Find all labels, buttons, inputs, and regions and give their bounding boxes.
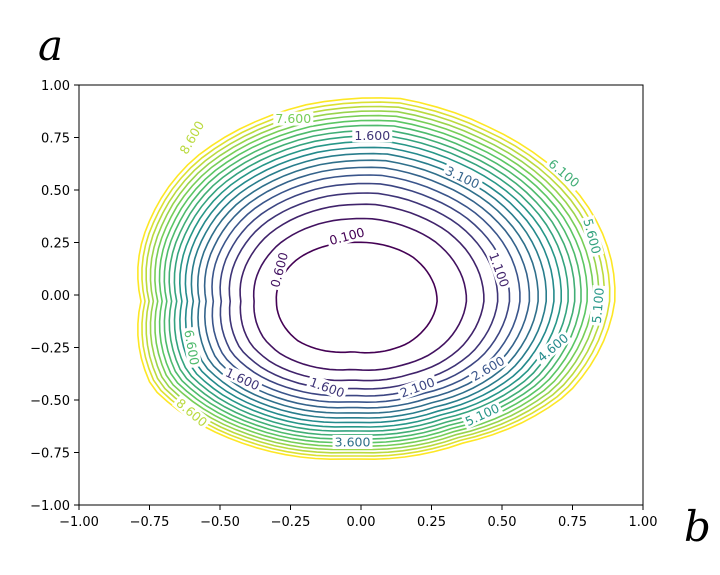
contour-level-2 <box>239 203 485 382</box>
contour-label-bg <box>221 364 264 394</box>
y-tick-label: −0.75 <box>30 447 70 462</box>
x-tick-label: 0.50 <box>488 515 517 530</box>
contour-level-6 <box>203 166 531 409</box>
contour-label: 5.100 <box>589 287 607 324</box>
contour-label-bg <box>267 248 292 291</box>
y-tick-label: 0.25 <box>41 237 70 252</box>
contour-label-bg <box>396 373 439 401</box>
y-tick-label: 0.75 <box>41 132 70 147</box>
contour-label-bg <box>325 224 369 249</box>
x-axis-variable-label: b <box>684 502 711 551</box>
contour-label: 5.100 <box>463 400 502 429</box>
x-tick-label: 0.75 <box>558 515 587 530</box>
contour-level-1 <box>252 217 468 372</box>
y-tick-label: −1.00 <box>30 499 70 514</box>
contour-label: 0.100 <box>328 224 366 248</box>
y-tick-label: −0.50 <box>30 394 70 409</box>
x-tick-label: 1.00 <box>629 515 658 530</box>
contour-level-10 <box>178 140 563 428</box>
contour-label-bg <box>181 326 203 369</box>
contour-label-bg <box>467 352 509 385</box>
x-tick-label: −0.75 <box>130 515 170 530</box>
contour-label-bg <box>589 284 607 327</box>
contour-label: 1.600 <box>308 374 347 400</box>
contour-level-11 <box>173 135 569 432</box>
contour-label: 5.600 <box>580 217 604 255</box>
y-axis: 1.00 0.75 0.50 0.25 0.00 −0.25 −0.50 −0.75 −1.00 <box>30 79 79 514</box>
contour-label-bg <box>461 399 504 430</box>
contour-label: 7.600 <box>275 111 311 126</box>
contour-level-12 <box>168 129 576 436</box>
y-tick-label: 0.50 <box>41 184 70 199</box>
x-tick-label: −0.50 <box>200 515 240 530</box>
contour-label: 8.600 <box>176 118 207 157</box>
contour-label-bg <box>305 373 349 401</box>
x-tick-label: 0.25 <box>417 515 446 530</box>
contour-level-3 <box>228 192 499 390</box>
contour-label-bg <box>273 111 314 126</box>
contour-level-18 <box>141 101 611 457</box>
contour-level-14 <box>158 119 589 444</box>
contour-label: 1.100 <box>486 250 512 289</box>
x-tick-label: −0.25 <box>271 515 311 530</box>
contour-label: 1.600 <box>354 128 390 143</box>
x-tick-label: −1.00 <box>59 515 99 530</box>
contour-level-5 <box>211 174 521 404</box>
contour-label-bg <box>580 215 605 258</box>
contour-label-bg <box>532 329 573 366</box>
contour-level-13 <box>163 124 582 440</box>
y-axis-variable-label: a <box>38 21 63 70</box>
contour-label-bg <box>175 116 208 159</box>
contour-level-15 <box>154 114 594 447</box>
contour-level-19 <box>137 97 616 461</box>
y-tick-label: −0.25 <box>30 342 70 357</box>
contour-label-bg <box>171 394 212 431</box>
x-tick-label: 0.00 <box>347 515 376 530</box>
contour-level-7 <box>196 159 539 414</box>
contour-label-bg <box>352 128 393 143</box>
contour-label-bg <box>332 435 373 449</box>
contour-level-0 <box>275 241 438 354</box>
contour-label: 3.600 <box>335 435 371 450</box>
contour-level-17 <box>145 105 606 454</box>
contour-level-16 <box>149 110 600 451</box>
y-tick-label: 0.00 <box>41 289 70 304</box>
contour-label: 6.600 <box>181 329 202 367</box>
y-tick-label: 1.00 <box>41 79 70 94</box>
contour-label-bg <box>544 154 584 192</box>
x-axis: −1.00 −0.75 −0.50 −0.25 0.00 0.25 0.50 0.75 1.00 <box>59 505 657 530</box>
contour-label-bg <box>441 162 484 193</box>
contour-label-bg <box>485 248 513 291</box>
contour-lines <box>137 97 616 461</box>
